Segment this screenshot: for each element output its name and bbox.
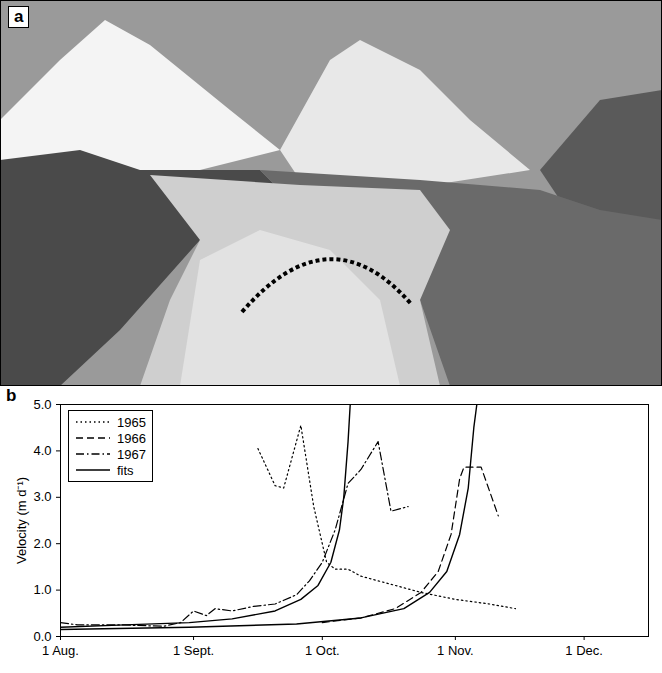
svg-text:5.0: 5.0	[33, 397, 51, 412]
svg-text:1 Sept.: 1 Sept.	[173, 643, 214, 658]
svg-text:4.0: 4.0	[33, 443, 51, 458]
svg-text:0.0: 0.0	[33, 629, 51, 644]
svg-text:2.0: 2.0	[33, 536, 51, 551]
html-text:fits: fits	[117, 462, 134, 478]
svg-text:1 Nov.: 1 Nov.	[437, 643, 474, 658]
svg-text:1 Dec.: 1 Dec.	[565, 643, 603, 658]
html-text:a: a	[14, 7, 24, 26]
svg-text:1 Oct.: 1 Oct.	[305, 643, 340, 658]
svg-text:Velocity (m d⁻¹): Velocity (m d⁻¹)	[14, 477, 29, 564]
svg-text:1 Aug.: 1 Aug.	[42, 643, 79, 658]
html-text:1967: 1967	[117, 446, 146, 462]
svg-text:1.0: 1.0	[33, 582, 51, 597]
html-text:1966: 1966	[117, 430, 146, 446]
svg-text:3.0: 3.0	[33, 489, 51, 504]
html-text:b: b	[6, 386, 17, 405]
html-text:1965: 1965	[117, 414, 146, 430]
